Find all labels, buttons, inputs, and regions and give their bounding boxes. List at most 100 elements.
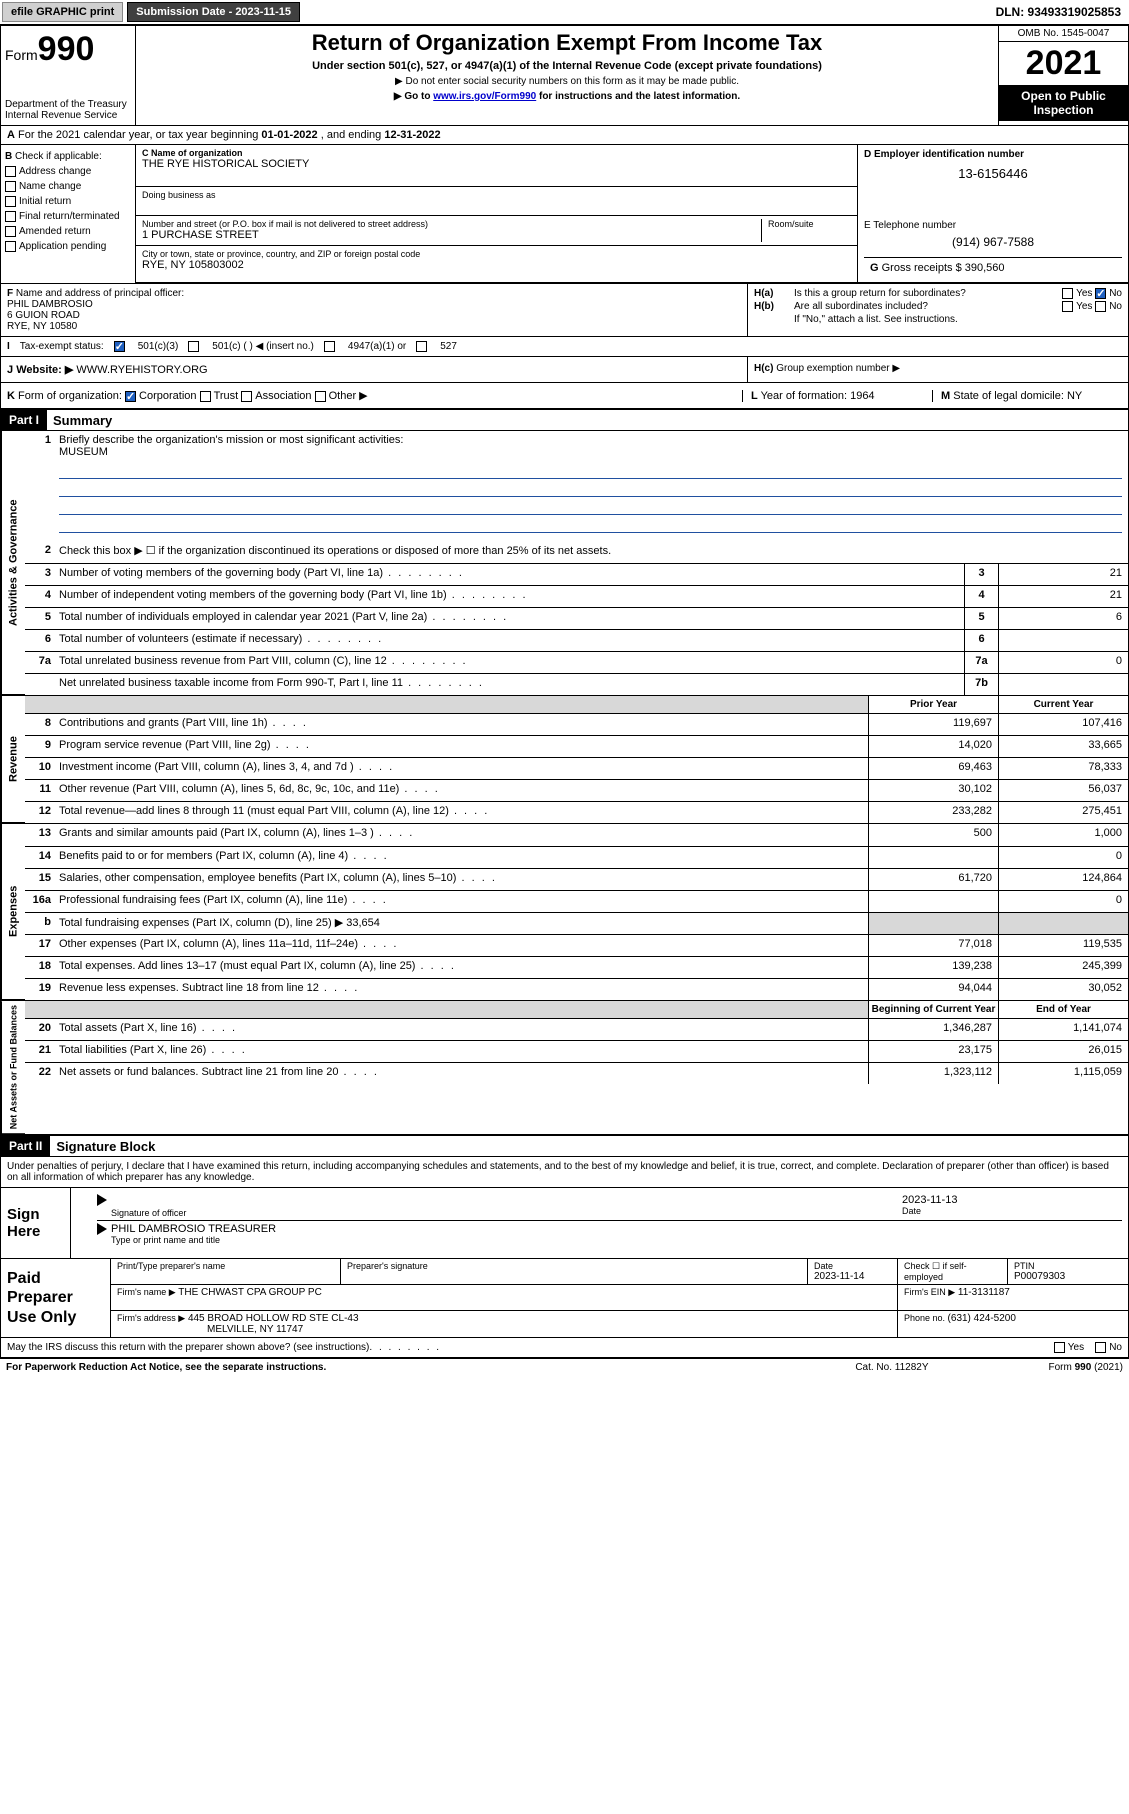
checkbox-hb-no[interactable] xyxy=(1095,301,1106,312)
current-value: 0 xyxy=(998,891,1128,912)
form-subtitle: Under section 501(c), 527, or 4947(a)(1)… xyxy=(144,60,990,72)
prep-sig-label: Preparer's signature xyxy=(347,1261,801,1271)
hc-label: H(c) xyxy=(754,363,773,374)
row-j: J Website: ▶ WWW.RYEHISTORY.ORG xyxy=(1,357,748,382)
firm-ein-value: 11-3131187 xyxy=(958,1287,1010,1298)
current-value: 56,037 xyxy=(998,780,1128,801)
checkbox-other[interactable] xyxy=(315,391,326,402)
checkbox-address-change[interactable] xyxy=(5,166,16,177)
table-row: 9 Program service revenue (Part VIII, li… xyxy=(25,735,1128,757)
checkbox-discuss-yes[interactable] xyxy=(1054,1342,1065,1353)
checkbox-initial-return[interactable] xyxy=(5,196,16,207)
checkbox-ha-yes[interactable] xyxy=(1062,288,1073,299)
checkbox-trust[interactable] xyxy=(200,391,211,402)
current-value: 26,015 xyxy=(998,1041,1128,1062)
city-label: City or town, state or province, country… xyxy=(142,249,851,259)
checkbox-527[interactable] xyxy=(416,341,427,352)
opt-initial-return: Initial return xyxy=(19,196,71,207)
line-box: 6 xyxy=(964,630,998,651)
l-value: 1964 xyxy=(850,390,874,402)
checkbox-501c[interactable] xyxy=(188,341,199,352)
line-num: 14 xyxy=(25,847,55,868)
sign-here-row: Sign Here Signature of officer 2023-11-1… xyxy=(1,1188,1128,1259)
line-text: Revenue less expenses. Subtract line 18 … xyxy=(55,979,868,1000)
checkbox-application-pending[interactable] xyxy=(5,241,16,252)
table-row: 17 Other expenses (Part IX, column (A), … xyxy=(25,934,1128,956)
irs-link[interactable]: www.irs.gov/Form990 xyxy=(433,91,536,102)
prior-value: 500 xyxy=(868,824,998,846)
firm-addr-label: Firm's address ▶ xyxy=(117,1313,185,1323)
line-num: 18 xyxy=(25,957,55,978)
prior-value: 94,044 xyxy=(868,979,998,1000)
checkbox-association[interactable] xyxy=(241,391,252,402)
website-label: Website: ▶ xyxy=(16,364,76,376)
col-b: B Check if applicable: Address change Na… xyxy=(1,145,136,283)
hb-no: No xyxy=(1109,301,1122,312)
checkbox-discuss-no[interactable] xyxy=(1095,1342,1106,1353)
form-990-container: Form990 Department of the Treasury Inter… xyxy=(0,25,1129,1359)
ptin-label: PTIN xyxy=(1014,1261,1122,1271)
sig-date-label: Date xyxy=(902,1206,1122,1216)
form-word: Form xyxy=(5,47,38,63)
line-box: 5 xyxy=(964,608,998,629)
col-beginning-year: Beginning of Current Year xyxy=(868,1001,998,1018)
checkbox-4947[interactable] xyxy=(324,341,335,352)
arrow-icon xyxy=(97,1223,107,1235)
table-row: 15 Salaries, other compensation, employe… xyxy=(25,868,1128,890)
org-name: THE RYE HISTORICAL SOCIETY xyxy=(142,158,851,170)
top-bar: efile GRAPHIC print Submission Date - 20… xyxy=(0,0,1129,25)
phone-label: E Telephone number xyxy=(864,220,1122,231)
col-c: C Name of organization THE RYE HISTORICA… xyxy=(136,145,1128,283)
dba-label: Doing business as xyxy=(142,190,851,200)
bottom-line: For Paperwork Reduction Act Notice, see … xyxy=(0,1359,1129,1376)
table-row: 10 Investment income (Part VIII, column … xyxy=(25,757,1128,779)
line-text: Salaries, other compensation, employee b… xyxy=(55,869,868,890)
line16b-num: b xyxy=(25,913,55,934)
line-text: Other expenses (Part IX, column (A), lin… xyxy=(55,935,868,956)
firm-phone-label: Phone no. xyxy=(904,1313,948,1323)
hc-text: Group exemption number ▶ xyxy=(776,363,900,374)
phone-value: (914) 967-7588 xyxy=(864,235,1122,249)
submission-date-button[interactable]: Submission Date - 2023-11-15 xyxy=(127,2,300,22)
col-prior-year: Prior Year xyxy=(868,696,998,713)
label-l: L xyxy=(751,390,758,402)
prior-value: 119,697 xyxy=(868,714,998,735)
table-row: 13 Grants and similar amounts paid (Part… xyxy=(25,824,1128,846)
line-num: 20 xyxy=(25,1019,55,1040)
hb-note: If "No," attach a list. See instructions… xyxy=(794,314,958,325)
opt-501c: 501(c) ( ) ◀ (insert no.) xyxy=(212,341,314,352)
col-e: E Telephone number (914) 967-7588 G Gros… xyxy=(858,216,1128,282)
checkbox-501c3[interactable] xyxy=(114,341,125,352)
line-value: 21 xyxy=(998,564,1128,585)
prior-value: 61,720 xyxy=(868,869,998,890)
line-num: 11 xyxy=(25,780,55,801)
sig-date-value: 2023-11-13 xyxy=(902,1194,1122,1206)
checkbox-name-change[interactable] xyxy=(5,181,16,192)
summary-expenses: Expenses 13 Grants and similar amounts p… xyxy=(1,823,1128,1000)
opt-association: Association xyxy=(255,390,311,402)
line-box: 7b xyxy=(964,674,998,695)
checkbox-ha-no[interactable] xyxy=(1095,288,1106,299)
checkbox-amended-return[interactable] xyxy=(5,226,16,237)
table-row: 14 Benefits paid to or for members (Part… xyxy=(25,846,1128,868)
line-text: Number of voting members of the governin… xyxy=(55,564,964,585)
row-fh: F Name and address of principal officer:… xyxy=(1,284,1128,337)
gross-receipts-value: 390,560 xyxy=(965,262,1005,274)
line16b-prior xyxy=(868,913,998,934)
addr-label: Number and street (or P.O. box if mail i… xyxy=(142,219,755,229)
prep-date-label: Date xyxy=(814,1261,891,1271)
note2-post: for instructions and the latest informat… xyxy=(536,91,740,102)
signature-intro: Under penalties of perjury, I declare th… xyxy=(1,1157,1128,1188)
efile-print-button[interactable]: efile GRAPHIC print xyxy=(2,2,123,22)
part2-header-row: Part II Signature Block xyxy=(1,1136,1128,1157)
checkbox-final-return[interactable] xyxy=(5,211,16,222)
line-num: 5 xyxy=(25,608,55,629)
line-text: Investment income (Part VIII, column (A)… xyxy=(55,758,868,779)
checkbox-corporation[interactable] xyxy=(125,391,136,402)
tax-year-begin: 01-01-2022 xyxy=(261,129,317,141)
checkbox-hb-yes[interactable] xyxy=(1062,301,1073,312)
opt-amended-return: Amended return xyxy=(19,226,91,237)
table-row: 19 Revenue less expenses. Subtract line … xyxy=(25,978,1128,1000)
prior-value: 69,463 xyxy=(868,758,998,779)
line-text: Total assets (Part X, line 16) xyxy=(55,1019,868,1040)
